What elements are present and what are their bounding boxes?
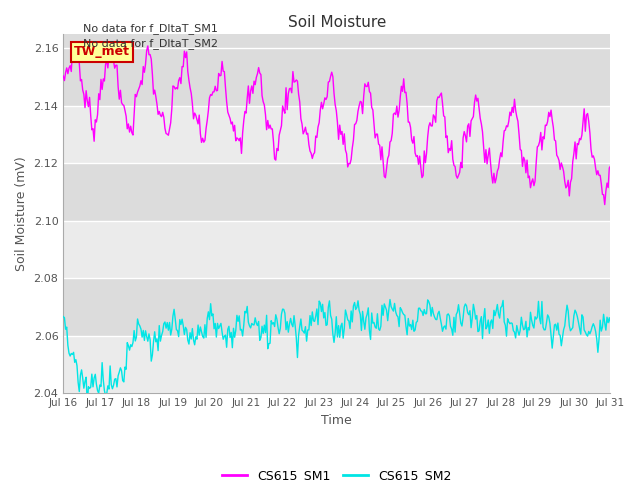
Y-axis label: Soil Moisture (mV): Soil Moisture (mV) [15, 156, 28, 271]
Legend: CS615_SM1, CS615_SM2: CS615_SM1, CS615_SM2 [217, 465, 456, 480]
Text: No data for f_DltaT_SM2: No data for f_DltaT_SM2 [83, 37, 218, 48]
Text: TW_met: TW_met [74, 46, 130, 59]
Bar [63, 336, 611, 393]
Bar [63, 278, 611, 336]
X-axis label: Time: Time [321, 414, 352, 427]
Text: No data for f_DltaT_SM1: No data for f_DltaT_SM1 [83, 23, 218, 34]
Bar [63, 163, 611, 221]
Bar [63, 221, 611, 278]
Bar [63, 48, 611, 106]
Title: Soil Moisture: Soil Moisture [287, 15, 386, 30]
Bar [63, 106, 611, 163]
